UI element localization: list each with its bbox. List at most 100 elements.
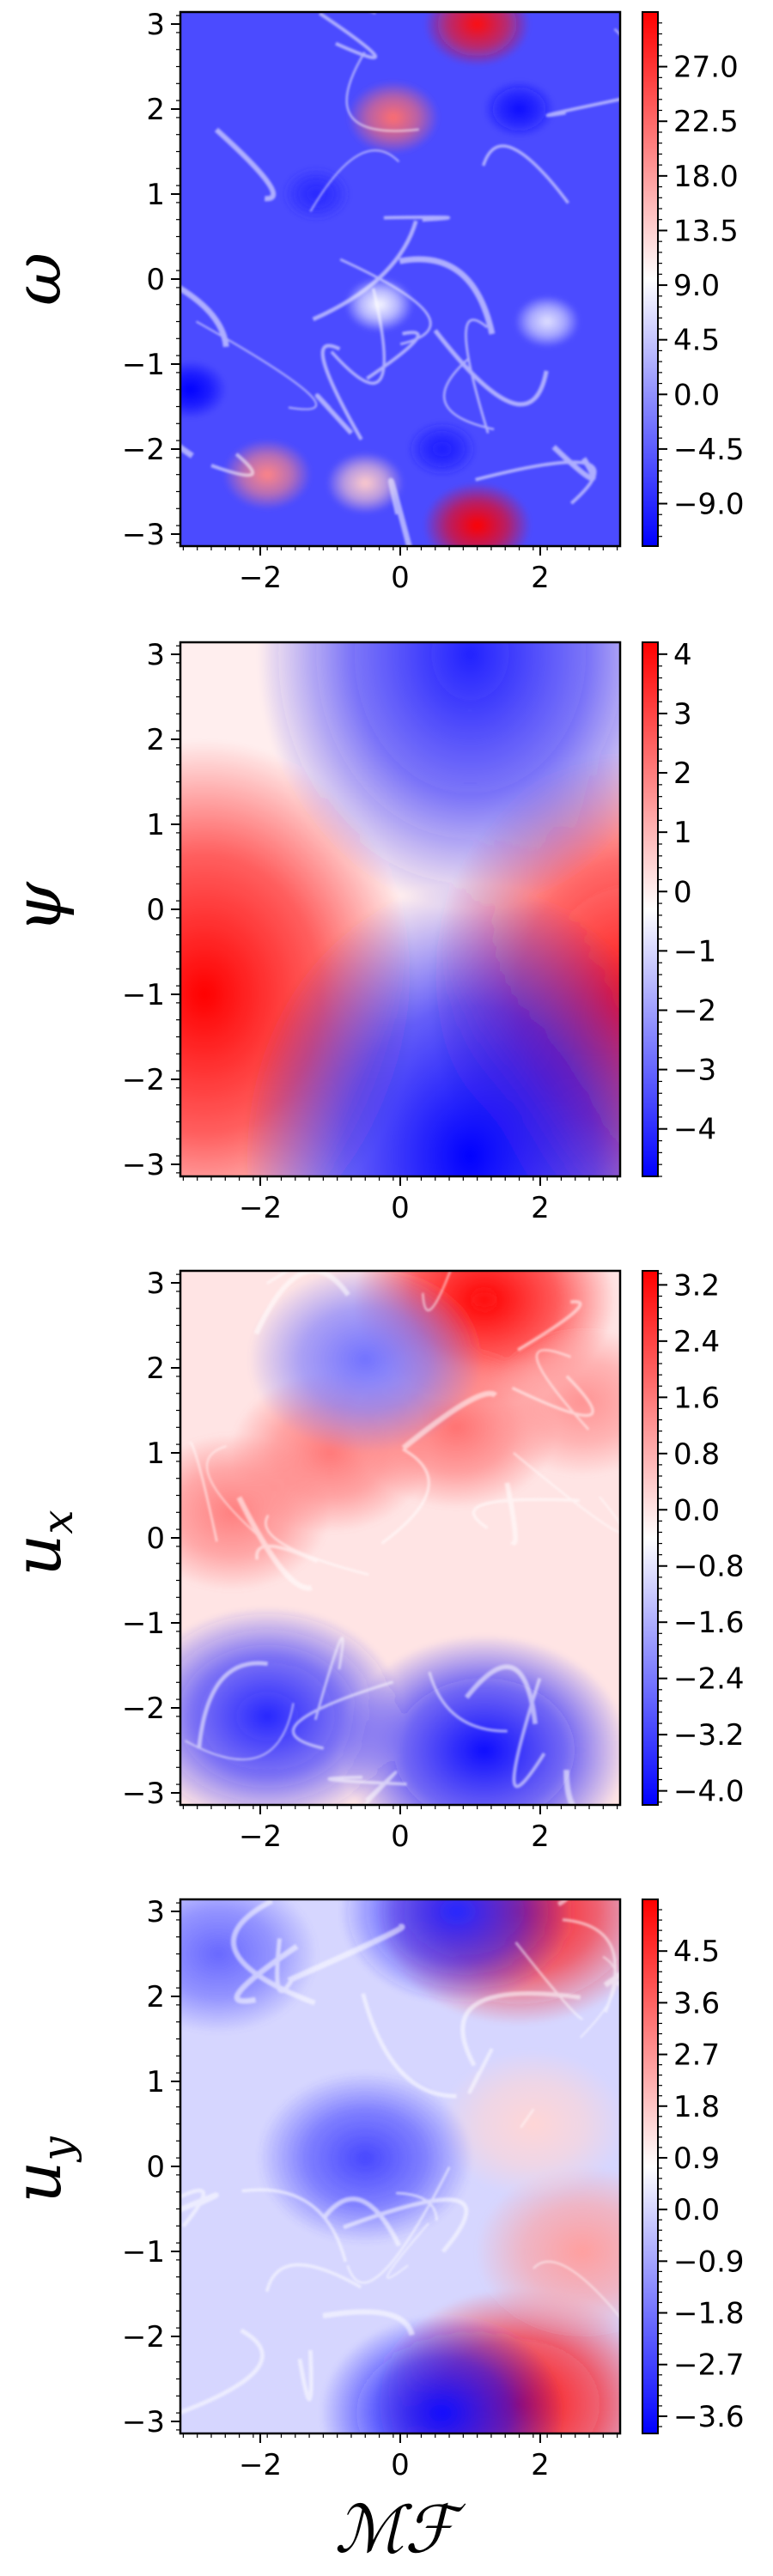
heatmap-feature xyxy=(258,642,620,909)
y-tick-label: −1 xyxy=(122,978,165,1012)
heatmap-feature xyxy=(475,2166,620,2337)
y-tick-label: 0 xyxy=(146,1522,165,1556)
colorbar-tick-label: −1.6 xyxy=(673,1606,745,1640)
heatmap-streak xyxy=(366,331,420,380)
colorbar-tick-label: −4.0 xyxy=(673,1775,745,1809)
heatmap-streak xyxy=(380,1448,430,1545)
heatmap-streak xyxy=(312,220,418,321)
heatmap-streak xyxy=(387,477,412,546)
heatmap-feature xyxy=(483,80,556,138)
heatmap-streak xyxy=(545,97,620,118)
heatmap-streak xyxy=(504,1482,518,1546)
y-tick-label: 3 xyxy=(146,638,165,672)
x-tick-label: −2 xyxy=(239,2448,282,2482)
heatmap-streak xyxy=(210,453,255,477)
colorbar-tick-label: 0.0 xyxy=(673,378,720,412)
y-tick-label: −1 xyxy=(122,1607,165,1641)
colorbar-uy: 4.5 3.6 2.7 1.8 0.9 0.0 −0.9 −1.8 −2.7 −3.6 xyxy=(642,1899,745,2434)
heatmap-streak xyxy=(383,216,451,222)
colorbar-tick-label: −1.8 xyxy=(673,2297,745,2331)
colorbar-tick-label: 1 xyxy=(673,816,692,850)
y-tick-label: −3 xyxy=(122,2405,165,2439)
heatmap-streak xyxy=(386,2222,429,2279)
ylabel-ux-main: u xyxy=(0,1534,76,1577)
y-tick-label: 0 xyxy=(146,2150,165,2184)
heatmap-streak xyxy=(309,149,400,212)
colorbar-tick-label: 22.5 xyxy=(673,105,739,139)
heatmap-feature xyxy=(423,12,531,67)
colorbar-frame xyxy=(642,11,659,547)
axes-ux: 3 2 1 0 −1 −2 −3 −2 0 2 xyxy=(122,1267,622,1854)
colorbar-tick-label: −3.6 xyxy=(673,2400,745,2434)
heatmap-streak xyxy=(362,1771,398,1805)
colorbar-tick-label: 1.6 xyxy=(673,1381,720,1415)
heatmap-streak xyxy=(297,2349,313,2402)
x-tick-label: 2 xyxy=(531,1191,550,1225)
colorbar-tick-label: 4.5 xyxy=(673,324,720,358)
y-tick-label: 2 xyxy=(146,93,165,127)
x-tick-label: −2 xyxy=(239,1820,282,1854)
heatmap-streak xyxy=(396,2191,438,2221)
colorbar-tick-label: 1.8 xyxy=(673,2090,720,2124)
y-tick-label: 1 xyxy=(146,178,165,212)
y-tick-label: −3 xyxy=(122,1777,165,1811)
heatmap-ux xyxy=(180,1271,620,1805)
heatmap-streak xyxy=(234,1944,299,2004)
heatmap-feature xyxy=(282,167,350,222)
colorbar-gradient xyxy=(642,1899,658,2433)
colorbar-tick-label: 2.7 xyxy=(673,2038,720,2073)
x-tick-label: 2 xyxy=(531,1820,550,1854)
colorbar-ux: 3.2 2.4 1.6 0.8 0.0 −0.8 −1.6 −2.4 −3.2 −4.0 xyxy=(642,1268,745,1809)
axes-uy: 3 2 1 0 −1 −2 −3 −2 0 2 xyxy=(122,1895,622,2482)
y-tick-label: −3 xyxy=(122,518,165,552)
heatmap-streak xyxy=(287,1923,405,1984)
y-tick-label: −3 xyxy=(122,1148,165,1182)
heatmap-streak xyxy=(206,1445,262,1539)
heatmap-streak xyxy=(361,1993,457,2099)
heatmap-streak xyxy=(513,1452,620,1534)
heatmap-omega xyxy=(180,12,620,546)
panel-uy: uy 3 2 1 0 −1 −2 −3 −2 0 2 4.5 3.6 2.7 1.8 0.9 0.0 −0.9… xyxy=(0,1895,745,2567)
heatmap-feature xyxy=(320,2315,565,2433)
heatmap-feature xyxy=(339,1634,620,1805)
colorbar-frame xyxy=(642,1899,659,2434)
ylabel-psi: ψ xyxy=(0,881,76,933)
colorbar-tick-label: 0.0 xyxy=(673,1493,720,1528)
colorbar-tick-label: −2.7 xyxy=(673,2348,745,2383)
heatmap-streak xyxy=(265,2263,362,2293)
xlabel-mf: ℳℱ xyxy=(334,2491,466,2567)
colorbar-tick-label: −4.5 xyxy=(673,433,745,467)
colorbar-tick-label: 9.0 xyxy=(673,269,720,303)
x-tick-label: −2 xyxy=(239,561,282,595)
colorbar-tick-label: 0.8 xyxy=(673,1437,720,1472)
colorbar-omega: 27.0 22.5 18.0 13.5 9.0 4.5 0.0 −4.5 −9.0 xyxy=(642,11,745,547)
heatmap-streak xyxy=(197,1661,268,1749)
colorbar-tick-label: 4.5 xyxy=(673,1935,720,1969)
y-tick-label: −1 xyxy=(122,2235,165,2269)
heatmap-streak xyxy=(346,2166,451,2284)
heatmap-streak xyxy=(343,2197,469,2253)
heatmap-streak xyxy=(520,2108,535,2129)
heatmap-streak xyxy=(603,1971,620,1988)
colorbar-tick-label: 3.2 xyxy=(673,1268,720,1303)
heatmap-streak xyxy=(236,1496,313,1591)
heatmap-streak xyxy=(512,1678,546,1789)
heatmap-streak xyxy=(214,127,277,202)
axes-psi: 3 2 1 0 −1 −2 −3 −2 0 2 xyxy=(122,638,622,1225)
heatmap-streak xyxy=(562,1918,618,2014)
heatmap-feature xyxy=(407,421,478,477)
colorbar-tick-label: 3.6 xyxy=(673,1986,720,2020)
heatmap-streak xyxy=(185,1703,295,1760)
heatmap-streak xyxy=(180,2328,265,2415)
colorbar-tick-label: 2 xyxy=(673,756,692,791)
colorbar-tick-label: −4 xyxy=(673,1113,716,1147)
y-tick-label: 3 xyxy=(146,1267,165,1301)
heatmap-streak xyxy=(401,1390,498,1450)
heatmap-streak xyxy=(265,1514,369,1577)
heatmap-streak xyxy=(241,2188,348,2263)
heatmap-psi xyxy=(180,642,620,1176)
y-tick-label: 1 xyxy=(146,808,165,842)
heatmap-streak xyxy=(313,1637,344,1721)
heatmap-streak xyxy=(320,343,363,440)
heatmap-feature xyxy=(222,439,312,510)
